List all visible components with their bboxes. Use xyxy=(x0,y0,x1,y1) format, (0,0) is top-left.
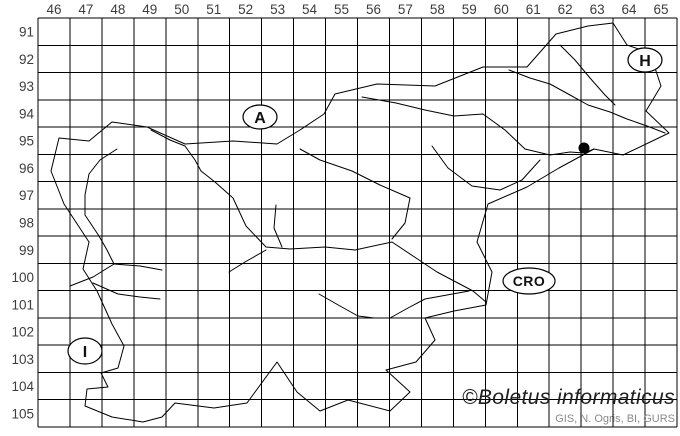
grid-col-label: 50 xyxy=(174,2,189,17)
grid-col-label: 46 xyxy=(46,2,61,17)
country-label-italy: I xyxy=(67,337,103,365)
grid-row-label: 103 xyxy=(11,352,34,367)
grid-col-label: 62 xyxy=(558,2,573,17)
grid-col-label: 57 xyxy=(398,2,413,17)
river-mura xyxy=(508,69,666,134)
river-krka xyxy=(318,290,470,319)
country-label-text: CRO xyxy=(513,273,546,289)
grid-row-label: 93 xyxy=(19,79,34,94)
grid-col-label: 59 xyxy=(462,2,477,17)
grid-column-labels: 46 47 48 49 50 51 52 53 54 55 56 57 58 59 60 61 62 63 64 65 xyxy=(46,2,668,17)
river-soca xyxy=(69,148,118,287)
grid-col-label: 55 xyxy=(334,2,349,17)
country-label-ellipse xyxy=(627,47,663,73)
grid-col-label: 54 xyxy=(302,2,318,17)
river-ljubljanica xyxy=(228,249,267,273)
country-label-croatia: CRO xyxy=(502,267,556,295)
river-drava xyxy=(361,96,595,156)
country-label-ellipse xyxy=(242,104,278,130)
country-label-ellipse xyxy=(502,267,556,295)
river-kamniska-bistrica xyxy=(273,204,283,248)
grid-row-label: 104 xyxy=(11,379,34,394)
copyright-text: ©Boletus informaticus xyxy=(462,386,675,409)
river-sava xyxy=(150,129,487,303)
grid-row-label: 96 xyxy=(19,161,34,176)
grid-row-label: 95 xyxy=(19,134,34,149)
grid-col-label: 65 xyxy=(654,2,669,17)
grid-row-label: 94 xyxy=(19,106,35,121)
river-vipava xyxy=(92,282,161,300)
grid-lines xyxy=(37,17,678,428)
grid-col-label: 49 xyxy=(142,2,157,17)
grid-row-label: 97 xyxy=(19,188,34,203)
country-label-ellipse xyxy=(67,337,103,365)
river-idrijca xyxy=(113,263,163,271)
grid-col-label: 47 xyxy=(78,2,93,17)
country-label-text: H xyxy=(639,53,651,70)
river-dravinja xyxy=(431,145,541,191)
grid-col-label: 48 xyxy=(110,2,125,17)
grid-col-label: 61 xyxy=(526,2,541,17)
slovenia-border xyxy=(50,22,670,423)
grid-row-label: 101 xyxy=(11,297,34,312)
country-label-austria: A xyxy=(242,104,278,130)
grid-row-label: 98 xyxy=(19,216,34,231)
grid-row-label: 100 xyxy=(11,270,34,285)
grid-col-label: 60 xyxy=(494,2,509,17)
grid-col-label: 64 xyxy=(622,2,638,17)
grid-row-label: 105 xyxy=(11,406,34,421)
grid-col-label: 63 xyxy=(590,2,605,17)
grid-row-label: 99 xyxy=(19,243,34,258)
grid-row-label: 91 xyxy=(19,25,34,40)
credits-text: GIS, N. Ogris, BI, GURS xyxy=(555,413,675,425)
river-ledava xyxy=(559,44,616,106)
grid-row-label: 102 xyxy=(11,325,34,340)
country-label-hungary: H xyxy=(627,47,663,73)
map-line-work xyxy=(50,22,670,423)
grid-row-labels: 91 92 93 94 95 96 97 98 99 100 101 102 103 104 105 xyxy=(11,25,34,422)
grid-col-label: 52 xyxy=(238,2,253,17)
grid-col-label: 56 xyxy=(366,2,381,17)
grid-col-label: 51 xyxy=(206,2,221,17)
river-savinja xyxy=(299,148,411,240)
country-label-text: I xyxy=(83,344,87,361)
grid-col-label: 53 xyxy=(270,2,285,17)
country-label-text: A xyxy=(254,110,266,127)
grid-row-label: 92 xyxy=(19,52,34,67)
occurrence-dot xyxy=(578,142,590,154)
grid-col-label: 58 xyxy=(430,2,445,17)
